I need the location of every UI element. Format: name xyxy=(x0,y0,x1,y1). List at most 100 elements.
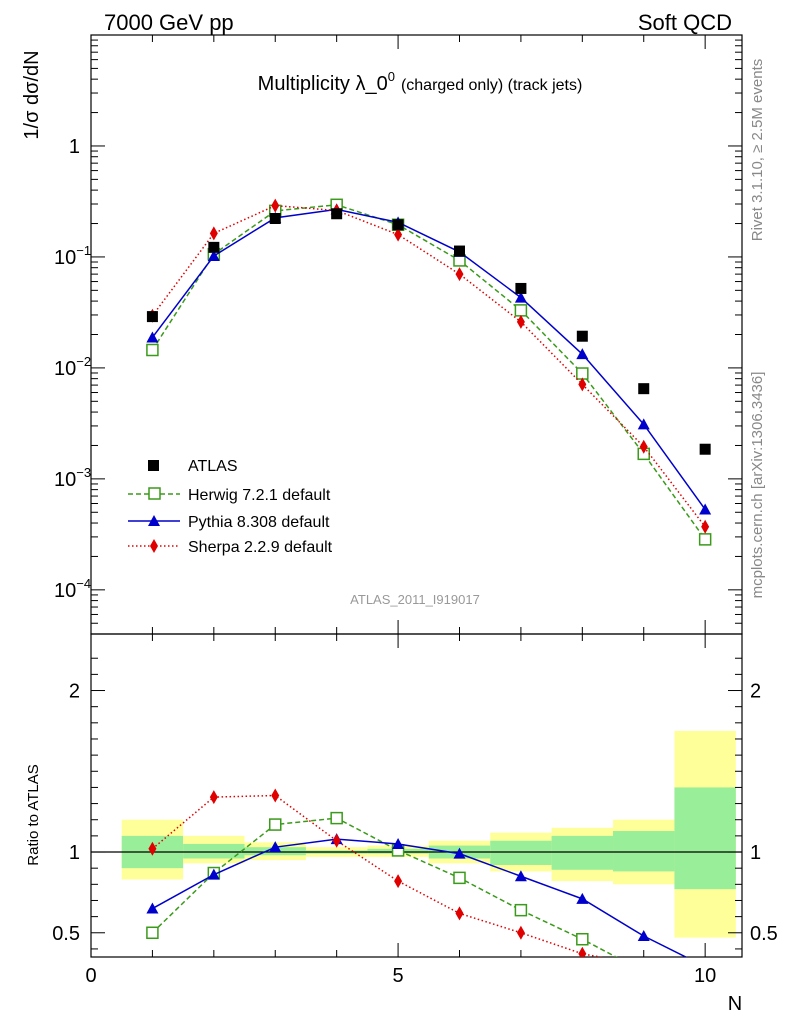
data-point-atlas xyxy=(208,241,220,253)
band-green xyxy=(613,831,675,872)
y-axis-label-main: 1/σ dσ/dN xyxy=(21,50,43,139)
series-point-main xyxy=(207,249,220,261)
series-point-main xyxy=(209,226,218,241)
series-point-ratio xyxy=(637,930,650,942)
data-point-atlas xyxy=(515,282,527,294)
band-green xyxy=(674,787,736,890)
series-point-main xyxy=(455,267,464,282)
data-point-atlas xyxy=(331,208,343,220)
y-tick-label-ratio-left: 2 xyxy=(69,681,80,703)
title-sup: 0 xyxy=(388,69,395,84)
series-point-ratio xyxy=(576,892,589,904)
legend-label-sherpa: Sherpa 2.2.9 default xyxy=(188,539,333,556)
series-point-main xyxy=(514,304,528,317)
y-tick-label-ratio-right: 2 xyxy=(750,681,761,703)
series-point-main xyxy=(698,533,712,546)
data-point-atlas xyxy=(699,443,711,455)
series-point-ratio xyxy=(268,818,282,831)
series-point-main xyxy=(699,503,712,515)
data-point-atlas xyxy=(269,213,281,225)
y-tick-label-main: 10−3 xyxy=(54,465,91,491)
y-tick-label-main: 10−1 xyxy=(54,243,91,269)
series-point-main xyxy=(637,418,650,430)
series-point-ratio xyxy=(514,870,527,882)
series-point-main xyxy=(394,227,403,242)
series-point-ratio xyxy=(146,926,159,940)
data-point-atlas xyxy=(638,383,650,395)
series-point-main xyxy=(639,439,648,454)
rivet-label: Rivet 3.1.10, ≥ 2.5M events xyxy=(749,59,766,242)
legend: ATLAS Herwig 7.2.1 default Pythia 8.308 … xyxy=(128,458,333,556)
data-point-atlas xyxy=(453,245,465,257)
series-point-main xyxy=(576,367,589,380)
x-tick-label: 5 xyxy=(393,965,404,987)
series-point-main xyxy=(578,377,587,392)
ratio-uncertainty-bands xyxy=(121,730,736,938)
series-point-main xyxy=(146,331,159,343)
ratio-panel-series xyxy=(146,788,688,972)
legend-marker-herwig xyxy=(148,487,161,500)
y-tick-label-ratio-right: 0.5 xyxy=(750,923,778,945)
series-point-ratio xyxy=(453,847,466,859)
series-point-ratio xyxy=(453,871,466,885)
series-point-ratio xyxy=(332,833,341,848)
mcplots-label: mcplots.cern.ch [arXiv:1306.3436] xyxy=(749,372,766,599)
series-line-ratio xyxy=(152,838,688,957)
data-point-atlas xyxy=(146,311,158,323)
series-line-main xyxy=(151,204,706,528)
series-point-ratio xyxy=(455,906,464,921)
series-point-ratio xyxy=(148,841,157,856)
series-point-ratio xyxy=(269,841,282,853)
y-tick-label-main: 1 xyxy=(69,136,80,158)
title-main: Multiplicity λ_0 xyxy=(258,73,388,95)
y-tick-label-ratio-left: 0.5 xyxy=(52,923,80,945)
x-tick-label: 0 xyxy=(85,965,96,987)
ratio-frame xyxy=(90,633,743,958)
series-point-ratio xyxy=(207,868,220,880)
x-tick-label: 10 xyxy=(694,965,716,987)
series-point-ratio xyxy=(394,874,403,889)
y-axis-label-ratio: Ratio to ATLAS xyxy=(25,764,42,865)
main-panel-series xyxy=(146,198,712,546)
series-point-main xyxy=(514,291,527,303)
analysis-id: ATLAS_2011_I919017 xyxy=(350,592,480,607)
series-point-main xyxy=(576,348,589,360)
series-point-ratio xyxy=(209,790,218,805)
band-green xyxy=(183,843,245,859)
legend-marker-pythia xyxy=(148,515,160,526)
series-point-ratio xyxy=(330,811,343,825)
axis-ticks: 0 5 10 10−4 10−3 10−2 10−1 1 0.5 0.5 1 1 2 2 xyxy=(52,35,778,987)
legend-label-herwig: Herwig 7.2.1 default xyxy=(188,487,331,504)
series-point-ratio xyxy=(516,925,525,940)
header-left: 7000 GeV pp xyxy=(104,10,234,35)
header-right: Soft QCD xyxy=(638,10,732,35)
series-line-ratio xyxy=(151,817,618,957)
title-extra: (charged only) (track jets) xyxy=(401,77,582,94)
legend-label-pythia: Pythia 8.308 default xyxy=(188,514,330,531)
chart-title: Multiplicity λ_00 (charged only) (track j… xyxy=(258,69,583,95)
series-point-main xyxy=(701,519,710,534)
series-line-main xyxy=(151,208,706,510)
series-point-main xyxy=(146,343,159,357)
series-point-main xyxy=(271,198,280,213)
series-point-ratio xyxy=(271,788,280,803)
legend-label-atlas: ATLAS xyxy=(188,458,238,475)
band-green xyxy=(551,835,614,870)
legend-marker-sherpa xyxy=(150,539,158,553)
y-tick-label-main: 10−4 xyxy=(54,576,91,602)
y-tick-label-main: 10−2 xyxy=(54,354,91,380)
data-point-atlas xyxy=(576,330,588,342)
data-point-atlas xyxy=(392,219,404,231)
series-point-main xyxy=(516,314,525,329)
legend-marker-atlas xyxy=(148,460,159,471)
series-line-main xyxy=(151,204,706,540)
y-tick-label-ratio-left: 1 xyxy=(69,842,80,864)
x-axis-label: N xyxy=(728,993,742,1015)
series-point-ratio xyxy=(640,958,648,972)
y-tick-label-ratio-right: 1 xyxy=(750,842,761,864)
series-point-ratio xyxy=(146,902,159,914)
band-green xyxy=(490,840,552,865)
series-point-ratio xyxy=(578,946,587,957)
series-point-ratio xyxy=(514,903,528,917)
